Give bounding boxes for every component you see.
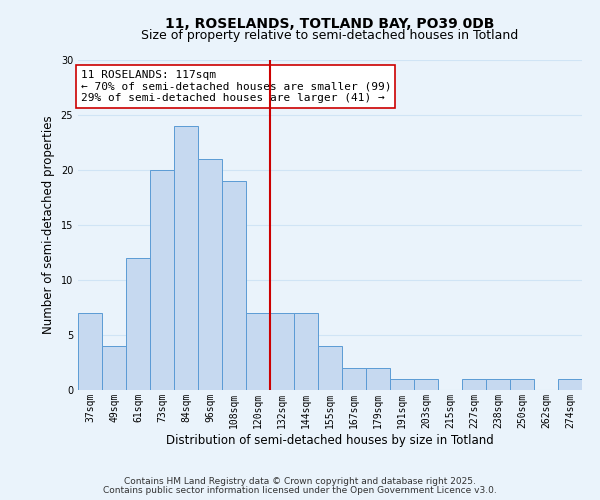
Text: Contains public sector information licensed under the Open Government Licence v3: Contains public sector information licen… xyxy=(103,486,497,495)
Bar xyxy=(510,379,534,390)
Bar xyxy=(366,368,390,390)
Bar xyxy=(198,159,222,390)
Text: Contains HM Land Registry data © Crown copyright and database right 2025.: Contains HM Land Registry data © Crown c… xyxy=(124,477,476,486)
X-axis label: Distribution of semi-detached houses by size in Totland: Distribution of semi-detached houses by … xyxy=(166,434,494,446)
Bar xyxy=(414,379,438,390)
Bar xyxy=(174,126,198,390)
Bar xyxy=(270,313,294,390)
Bar xyxy=(150,170,174,390)
Text: 11 ROSELANDS: 117sqm
← 70% of semi-detached houses are smaller (99)
29% of semi-: 11 ROSELANDS: 117sqm ← 70% of semi-detac… xyxy=(80,70,391,103)
Bar xyxy=(246,313,270,390)
Bar xyxy=(558,379,582,390)
Bar xyxy=(294,313,318,390)
Bar xyxy=(102,346,126,390)
Bar xyxy=(222,181,246,390)
Bar xyxy=(486,379,510,390)
Bar xyxy=(78,313,102,390)
Bar xyxy=(126,258,150,390)
Text: 11, ROSELANDS, TOTLAND BAY, PO39 0DB: 11, ROSELANDS, TOTLAND BAY, PO39 0DB xyxy=(166,18,494,32)
Bar xyxy=(342,368,366,390)
Bar xyxy=(462,379,486,390)
Text: Size of property relative to semi-detached houses in Totland: Size of property relative to semi-detach… xyxy=(142,29,518,42)
Y-axis label: Number of semi-detached properties: Number of semi-detached properties xyxy=(42,116,55,334)
Bar xyxy=(390,379,414,390)
Bar xyxy=(318,346,342,390)
